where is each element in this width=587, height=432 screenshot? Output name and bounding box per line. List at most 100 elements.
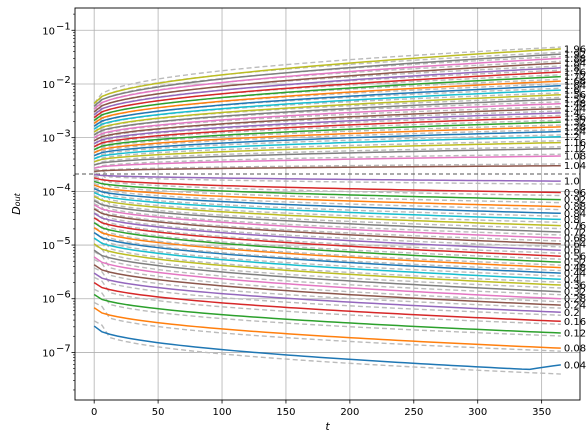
series-line	[93, 48, 561, 104]
series-line	[93, 204, 561, 239]
series-line	[93, 208, 561, 245]
series-reference-line	[93, 288, 561, 337]
series-end-label: 0.2	[564, 308, 580, 319]
series-end-labels: 0.040.080.120.160.20.240.280.320.360.40.…	[564, 44, 586, 371]
x-tick-label: 100	[212, 407, 231, 418]
series-end-label: 1.08	[564, 152, 586, 163]
series-end-label: 0.36	[564, 281, 586, 292]
y-tick-exponent: −2	[56, 75, 71, 86]
series-reference-line	[93, 129, 561, 157]
series-reference-line	[93, 232, 561, 283]
series-end-label: 1.8	[564, 63, 580, 74]
y-axis-label-main: D	[10, 206, 23, 214]
series-line	[93, 89, 561, 130]
series-end-label: 1.36	[564, 113, 586, 124]
series-line	[93, 272, 561, 314]
x-tick-label: 300	[468, 407, 487, 418]
series-reference-line	[93, 238, 561, 289]
x-tick-label: 200	[340, 407, 359, 418]
x-tick-label: 150	[276, 407, 295, 418]
series-end-label: 0.92	[564, 195, 586, 206]
series-line	[93, 121, 561, 151]
series-line	[93, 227, 561, 269]
series-reference-line	[93, 140, 561, 163]
plot-area	[74, 7, 581, 401]
series-line	[93, 80, 561, 124]
series-reference-line	[93, 194, 561, 236]
series-line	[93, 195, 561, 227]
series-reference-line	[93, 179, 561, 211]
series-end-label: 1.64	[564, 81, 586, 92]
series-line	[94, 164, 561, 173]
y-tick-exponent: −5	[56, 236, 71, 247]
y-tick-label: 10	[42, 134, 55, 145]
series-reference-line	[93, 46, 561, 104]
series-line	[93, 67, 561, 116]
y-tick-label: 10	[42, 26, 55, 37]
series-end-label: 0.6	[564, 246, 580, 257]
series-line	[93, 71, 561, 119]
series-reference-line	[93, 301, 561, 352]
y-tick-exponent: −7	[56, 343, 71, 354]
series-end-label: 1.76	[564, 68, 586, 79]
y-tick-label: 10	[42, 295, 55, 306]
y-tick-label: 10	[42, 348, 55, 359]
series-line	[93, 116, 561, 148]
series-end-label: 0.8	[564, 215, 580, 226]
series-reference-line	[93, 182, 561, 217]
series-end-label: 1.04	[564, 161, 586, 172]
series-line	[93, 325, 561, 371]
series-end-label: 1.4	[564, 108, 580, 119]
series-reference-line	[93, 105, 561, 142]
series-reference-line	[93, 186, 561, 224]
series-line	[93, 107, 561, 142]
series-line	[93, 136, 561, 160]
series-end-label: 1.12	[564, 144, 586, 155]
series-reference-line	[93, 212, 561, 260]
series-group	[93, 46, 561, 375]
x-axis: 0 50 100 150 200 250 300 350	[91, 400, 551, 418]
series-end-label: 1.48	[564, 99, 586, 110]
series-end-label: 0.4	[564, 275, 580, 286]
series-end-label: 1.6	[564, 86, 580, 97]
y-axis-label-subscript: out	[13, 192, 22, 206]
series-reference-line	[93, 276, 561, 325]
y-tick-exponent: −6	[56, 290, 71, 301]
series-reference-line	[94, 172, 561, 197]
series-line	[93, 264, 561, 306]
series-line	[93, 222, 561, 263]
series-line	[93, 57, 561, 110]
series-end-label: 1.84	[564, 59, 586, 70]
series-reference-line	[93, 119, 561, 151]
series-end-label: 1.92	[564, 50, 586, 61]
series-end-label: 1.68	[564, 77, 586, 88]
series-line	[94, 173, 561, 182]
series-line	[93, 212, 561, 251]
series-line	[93, 184, 561, 208]
series-end-label: 1.88	[564, 54, 586, 65]
series-reference-line	[93, 199, 561, 242]
series-line	[93, 191, 561, 221]
series-reference-line	[94, 175, 561, 204]
series-end-label: 0.68	[564, 234, 586, 245]
series-reference-line	[93, 267, 561, 316]
series-end-label: 0.96	[564, 188, 586, 199]
series-end-label: 0.44	[564, 269, 586, 280]
series-line	[93, 112, 561, 145]
x-tick-label: 50	[152, 407, 165, 418]
series-end-label: 0.84	[564, 209, 586, 220]
series-end-label: 0.32	[564, 287, 586, 298]
x-tick-label: 0	[91, 407, 97, 418]
series-reference-line	[93, 153, 561, 169]
series-reference-line	[93, 226, 561, 277]
series-end-label: 1.16	[564, 138, 586, 149]
series-line	[93, 94, 561, 133]
series-reference-line	[93, 134, 561, 160]
series-line	[93, 293, 561, 334]
series-line	[93, 256, 561, 300]
series-line	[94, 177, 561, 194]
series-reference-line	[93, 146, 561, 166]
series-reference-line	[93, 216, 561, 266]
series-end-label: 0.88	[564, 202, 586, 213]
